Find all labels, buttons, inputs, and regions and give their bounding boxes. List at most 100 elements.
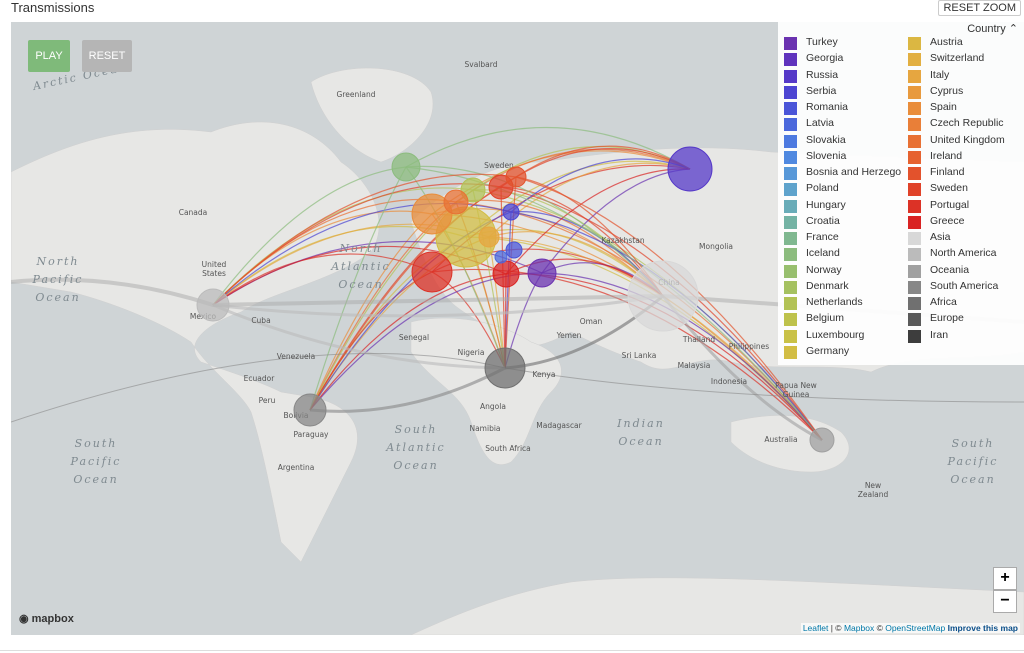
legend-swatch — [784, 297, 797, 310]
legend-label: North America — [930, 247, 997, 260]
legend-swatch — [784, 69, 797, 83]
legend-label: United Kingdom — [930, 133, 1005, 146]
legend-label: Switzerland — [930, 52, 985, 65]
legend-swatch — [908, 134, 921, 148]
map-label: Atlantic — [330, 260, 390, 273]
legend-swatch — [784, 134, 797, 148]
legend-swatch — [784, 53, 797, 67]
zoom-out[interactable]: − — [993, 590, 1017, 613]
map-label: Senegal — [399, 333, 429, 342]
legend-title[interactable]: Country ⌃ — [967, 23, 1018, 35]
legend-label: Hungary — [806, 198, 846, 211]
reset-zoom-button[interactable]: RESET ZOOM — [938, 0, 1021, 16]
transmission-arc — [309, 366, 506, 413]
map-label: Australia — [764, 435, 797, 444]
legend-label: Netherlands — [806, 296, 863, 308]
legend-swatch — [784, 183, 797, 197]
attrib-link[interactable]: Leaflet — [802, 623, 829, 633]
map-label: Paraguay — [293, 430, 329, 439]
transmission-arc — [309, 273, 507, 411]
legend-swatch — [784, 199, 797, 213]
map-label: Kazakhstan — [601, 236, 644, 245]
transmission-arc — [212, 303, 506, 370]
legend-label: Sweden — [930, 182, 968, 195]
legend-label: South America — [930, 279, 999, 292]
title: Transmissions — [11, 0, 95, 15]
legend-swatch — [784, 215, 797, 229]
map-label: Ocean — [35, 291, 80, 304]
location-circle — [478, 226, 500, 248]
map-label: Malaysia — [678, 361, 711, 370]
legend-label: Europe — [930, 312, 964, 325]
map-label: New — [865, 481, 881, 490]
play-button[interactable]: PLAY — [28, 40, 70, 72]
legend-label: Austria — [930, 36, 963, 48]
legend-swatch — [908, 329, 921, 343]
map-label: Sri Lanka — [622, 351, 657, 360]
transmission-arc — [505, 168, 691, 275]
map-label: Oman — [580, 317, 603, 326]
map-label: Kenya — [533, 370, 556, 379]
map-label: South Africa — [485, 444, 531, 453]
map-label: Pacific — [32, 273, 84, 286]
location-circle — [460, 177, 486, 203]
location-circle — [411, 251, 453, 293]
mapbox-logo: ◉ mapbox — [19, 613, 74, 625]
attrib-text: © — [876, 623, 883, 633]
map-label: Thailand — [682, 335, 715, 344]
map-label: Ocean — [73, 473, 118, 486]
transmission-arc — [212, 166, 407, 306]
map-label: Angola — [480, 402, 506, 411]
legend-label: Finland — [930, 166, 965, 178]
legend: Country ⌃ Turkey Georgia Russia Serbia Roman… — [778, 22, 1024, 365]
legend-swatch — [784, 150, 797, 164]
transmission-arc — [405, 165, 664, 297]
legend-swatch — [784, 345, 797, 359]
map-label: South — [395, 423, 438, 436]
legend-swatch — [908, 232, 921, 245]
legend-swatch — [908, 53, 921, 67]
map-label: Ecuador — [244, 374, 276, 383]
legend-swatch — [908, 69, 921, 83]
legend-swatch — [908, 313, 921, 327]
map-label: Canada — [179, 208, 208, 217]
location-circle — [391, 152, 421, 182]
attrib-link[interactable]: Improve this map — [947, 623, 1018, 633]
legend-label: Russia — [806, 68, 839, 81]
legend-label: Spain — [930, 101, 957, 113]
legend-label: Denmark — [806, 279, 849, 292]
legend-label: Germany — [806, 344, 850, 357]
legend-label: Latvia — [806, 117, 835, 130]
location-circle — [627, 260, 699, 332]
transmission-arc — [309, 176, 517, 411]
attribution: Leaflet | © Mapbox © OpenStreetMap Impro… — [800, 623, 1020, 633]
legend-swatch — [908, 85, 921, 99]
legend-swatch — [908, 102, 921, 115]
legend-swatch — [908, 37, 921, 50]
attrib-link[interactable]: Mapbox — [843, 623, 875, 633]
legend-label: Czech Republic — [930, 117, 1004, 130]
location-circle — [293, 393, 327, 427]
attrib-link[interactable]: OpenStreetMap — [885, 623, 946, 633]
transmission-arc — [510, 158, 691, 213]
map-label: Madagascar — [536, 421, 582, 430]
transmission-arc — [472, 189, 506, 369]
legend-label: Oceania — [930, 263, 970, 276]
map-label: Indonesia — [711, 377, 747, 386]
map-label: Argentina — [278, 463, 315, 472]
map[interactable]: Arctic Ocean Svalbard Greenland Canada Unite… — [11, 22, 1024, 635]
map-label: Philippines — [729, 342, 770, 351]
map-label: Peru — [259, 396, 276, 405]
reset-button[interactable]: RESET — [82, 40, 132, 72]
legend-title-text: Country — [967, 23, 1006, 35]
map-label: Nigeria — [458, 348, 485, 357]
legend-swatch — [908, 264, 921, 278]
map-label: Ocean — [618, 435, 663, 448]
legend-label: Bosnia and Herzego — [806, 166, 902, 178]
location-circle — [527, 258, 557, 288]
zoom-in[interactable]: + — [993, 567, 1017, 590]
map-label: Ocean — [950, 473, 995, 486]
transmission-arc — [515, 145, 691, 178]
legend-swatch — [784, 232, 797, 245]
legend-label: Turkey — [806, 36, 838, 48]
